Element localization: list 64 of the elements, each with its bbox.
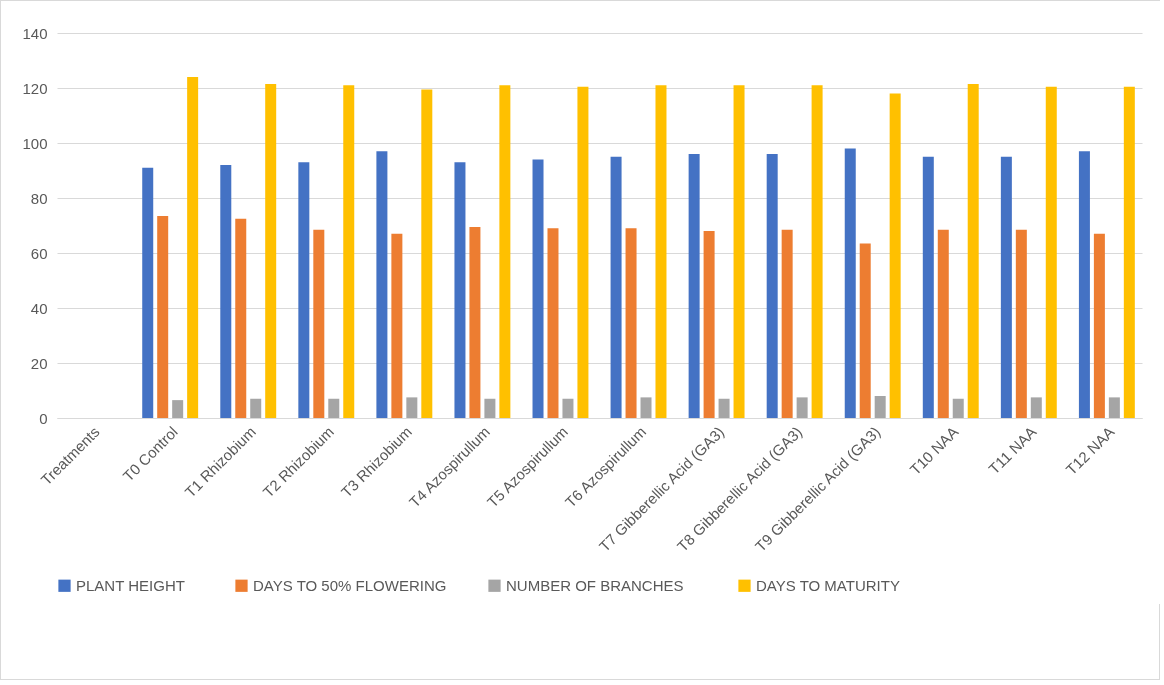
bar <box>391 233 403 418</box>
y-tick-label: 20 <box>30 354 48 372</box>
bar <box>484 398 496 418</box>
bar <box>889 93 901 418</box>
bar <box>220 165 232 418</box>
bar <box>562 398 574 418</box>
bar <box>1015 229 1027 418</box>
bar <box>577 86 589 418</box>
bar <box>265 83 277 418</box>
bar <box>547 228 559 418</box>
bar <box>469 226 481 418</box>
bar <box>328 398 340 418</box>
bar <box>172 400 184 418</box>
bar <box>376 151 388 418</box>
bar <box>688 154 700 418</box>
bar <box>235 218 247 418</box>
y-tick-label: 40 <box>30 299 48 317</box>
bar <box>421 89 433 418</box>
bar <box>313 229 325 418</box>
y-tick-label: 100 <box>22 134 48 152</box>
bar <box>142 167 154 418</box>
bar <box>1078 151 1090 418</box>
bar <box>343 85 355 418</box>
y-tick-label: 80 <box>30 189 48 207</box>
legend-label: PLANT HEIGHT <box>76 576 185 594</box>
bar <box>655 85 667 418</box>
bar <box>250 398 262 418</box>
bar <box>967 83 979 418</box>
y-tick-label: 120 <box>22 79 48 97</box>
bar <box>844 148 856 418</box>
bar <box>859 243 871 418</box>
bar <box>454 162 466 418</box>
bar <box>733 85 745 418</box>
y-tick-label: 60 <box>30 244 48 262</box>
y-tick-label: 0 <box>39 409 48 427</box>
bar <box>718 398 730 418</box>
bar <box>781 229 793 418</box>
bar <box>610 156 622 418</box>
bar <box>1123 86 1135 418</box>
bar <box>703 231 715 418</box>
bar <box>766 154 778 418</box>
bar <box>187 77 199 418</box>
bar <box>922 156 934 418</box>
bar <box>298 162 310 418</box>
y-tick-label: 140 <box>22 24 48 42</box>
bar <box>1108 397 1120 418</box>
bar <box>811 85 823 418</box>
legend-label: NUMBER OF BRANCHES <box>506 576 684 594</box>
legend-label: DAYS TO MATURITY <box>756 576 900 594</box>
bar <box>1093 233 1105 418</box>
bar <box>406 397 418 418</box>
bar <box>1000 156 1012 418</box>
bar <box>640 397 652 418</box>
bar <box>532 159 544 418</box>
bar <box>157 215 169 418</box>
bar <box>952 398 964 418</box>
bar <box>874 396 886 418</box>
bar <box>499 85 511 418</box>
bar <box>625 228 637 418</box>
legend-label: DAYS TO 50% FLOWERING <box>253 576 447 594</box>
bar <box>937 229 949 418</box>
bar <box>796 397 808 418</box>
bar <box>1045 86 1057 418</box>
bar <box>1030 397 1042 418</box>
